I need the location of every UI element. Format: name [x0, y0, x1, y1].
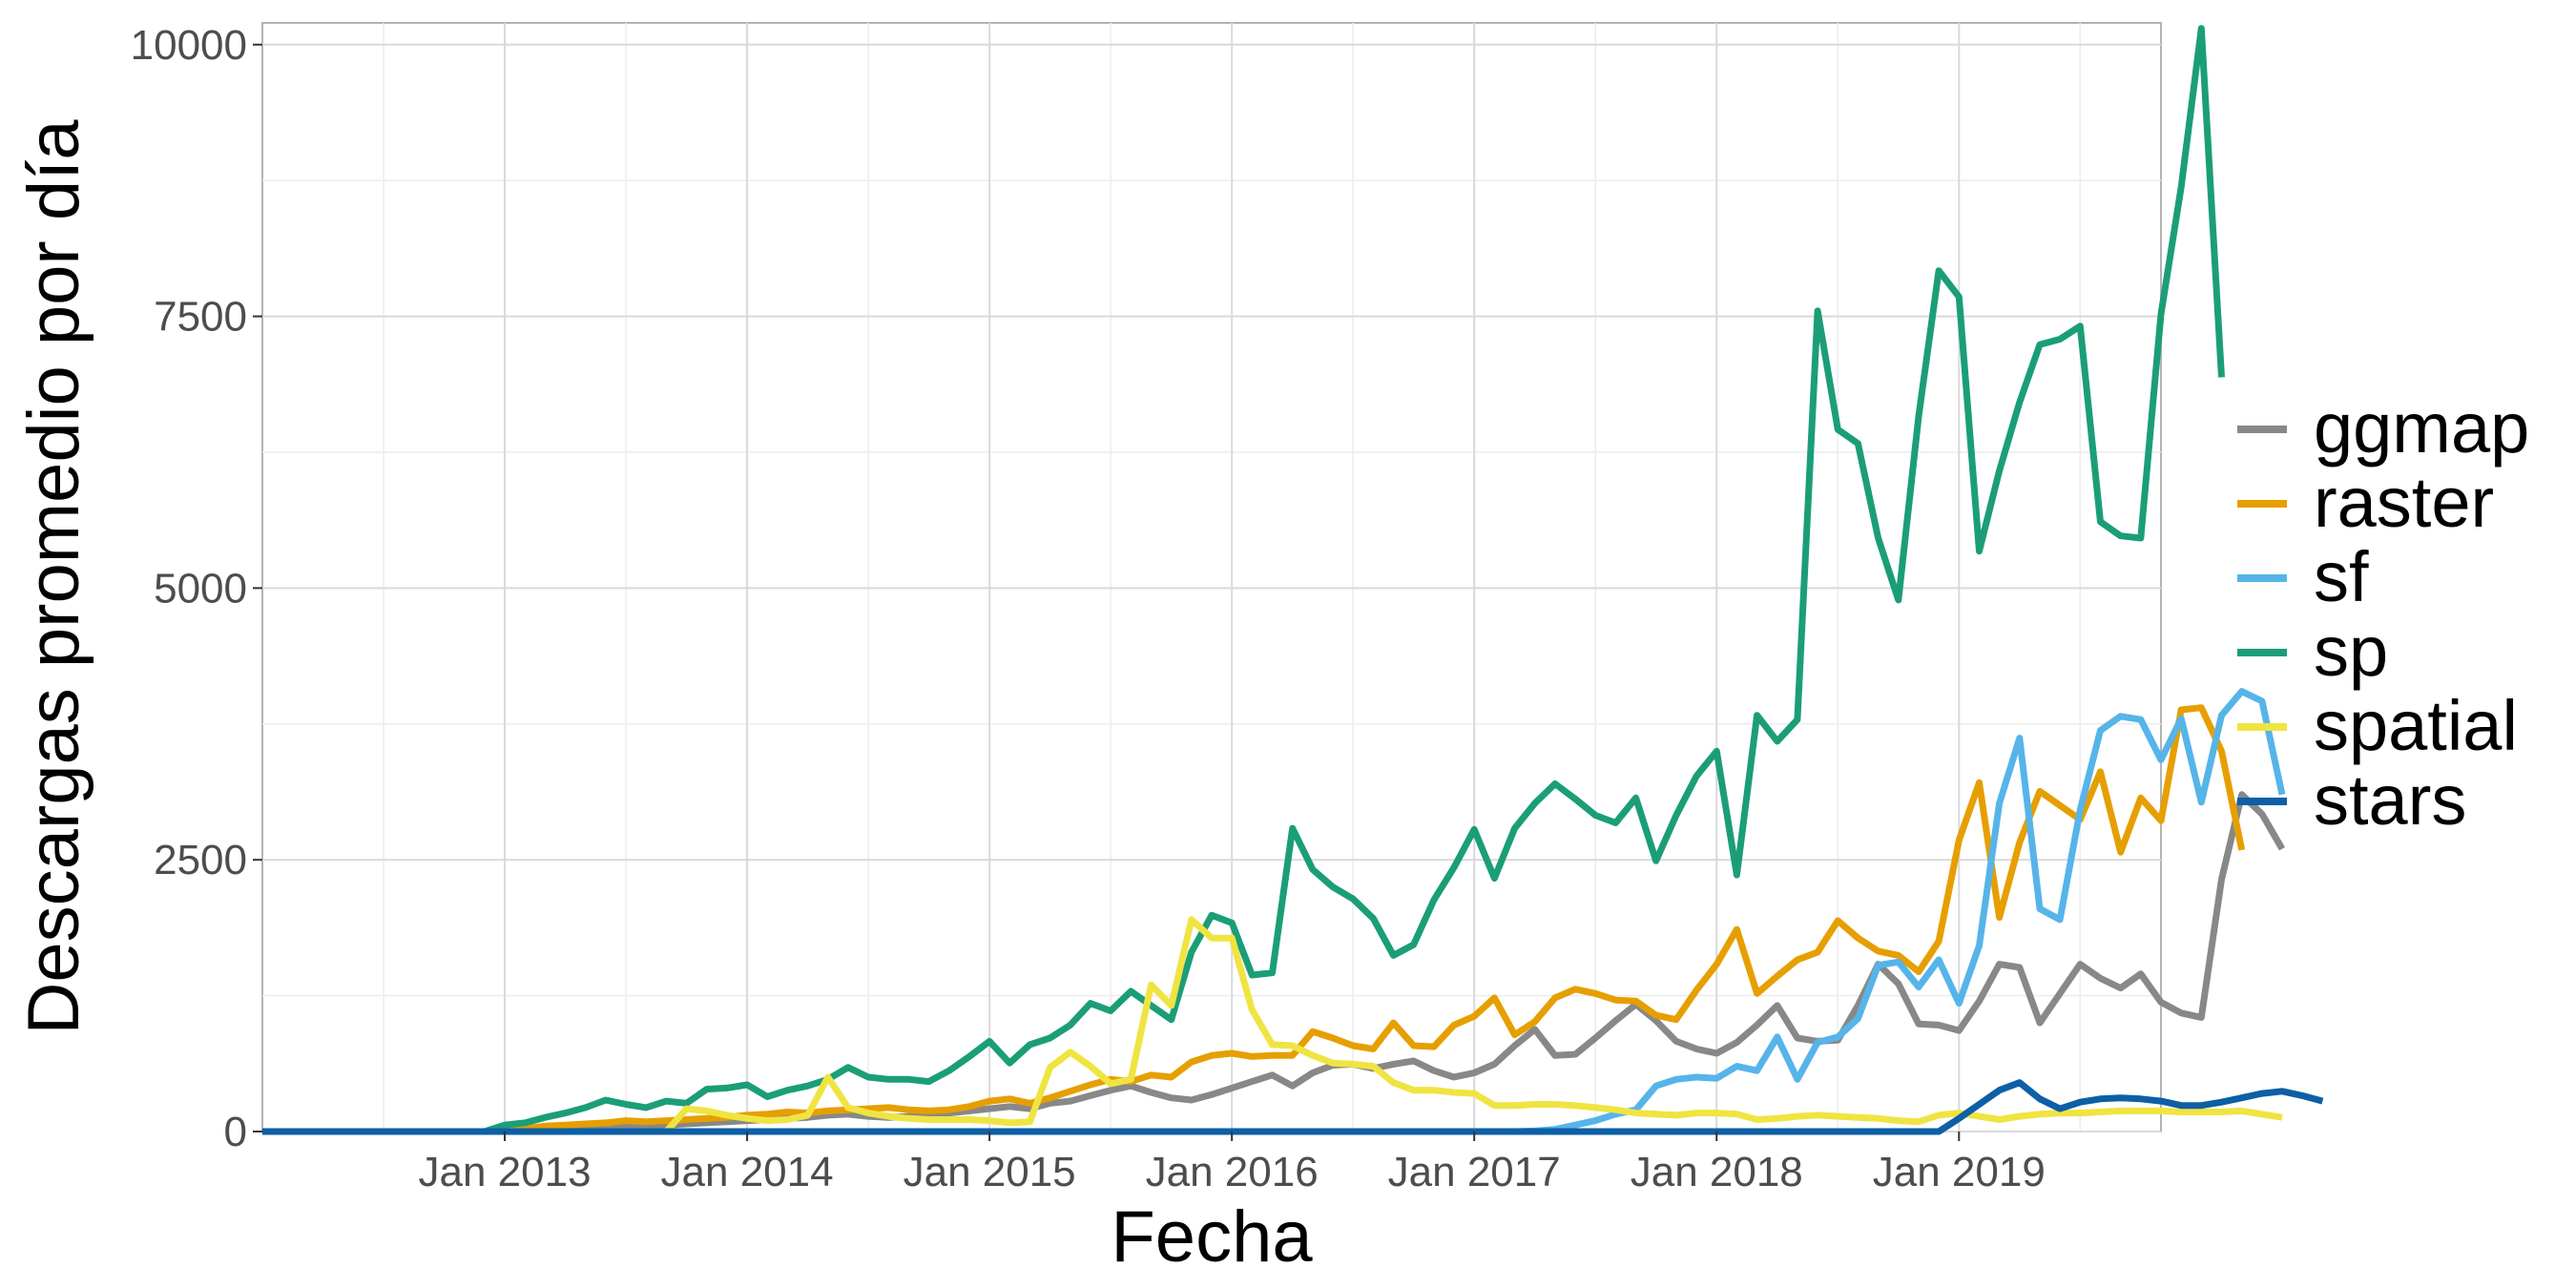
x-tick-label: Jan 2015	[904, 1149, 1076, 1195]
legend-label-stars: stars	[2314, 760, 2466, 840]
legend-label-sp: sp	[2314, 612, 2388, 691]
y-tick-label: 2500	[154, 837, 247, 883]
x-tick-label: Jan 2013	[419, 1149, 592, 1195]
series-lines	[262, 25, 2324, 1135]
y-tick-label: 10000	[131, 22, 247, 69]
series-line-sp	[262, 25, 2225, 1135]
y-tick-label: 0	[224, 1109, 247, 1155]
x-axis-ticks: Jan 2013 Jan 2014 Jan 2015 Jan 2016 Jan 2017…	[419, 1132, 2046, 1195]
x-tick-label: Jan 2017	[1388, 1149, 1561, 1195]
x-tick-label: Jan 2014	[661, 1149, 834, 1195]
legend-label-raster: raster	[2314, 463, 2494, 542]
y-axis-ticks: 0 2500 5000 7500 10000	[131, 22, 262, 1155]
series-line-stars	[262, 1079, 2324, 1135]
y-axis-title: Descargas promedio por día	[13, 119, 94, 1035]
x-axis-title: Fecha	[1111, 1196, 1313, 1278]
x-tick-label: Jan 2018	[1631, 1149, 1803, 1195]
y-tick-label: 7500	[154, 294, 247, 341]
series-line-raster	[262, 704, 2246, 1135]
legend-label-sf: sf	[2314, 537, 2369, 616]
legend-label-ggmap: ggmap	[2314, 388, 2529, 467]
legend-label-spatial: spatial	[2314, 686, 2518, 765]
plot-panel	[261, 22, 2162, 1132]
y-tick-label: 5000	[154, 565, 247, 612]
x-tick-label: Jan 2016	[1146, 1149, 1319, 1195]
minor-gridlines	[262, 23, 2161, 1132]
x-tick-label: Jan 2019	[1873, 1149, 2046, 1195]
